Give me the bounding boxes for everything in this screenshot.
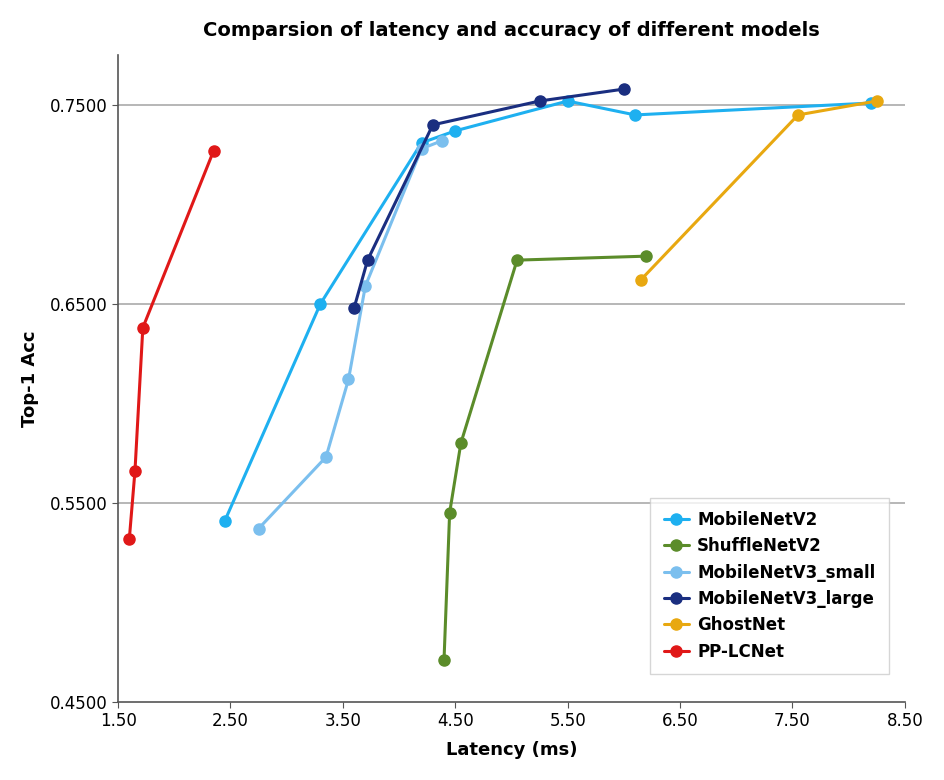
- Line: PP-LCNet: PP-LCNet: [124, 145, 219, 544]
- MobileNetV3_small: [320, 452, 331, 462]
- GhostNet: [871, 97, 883, 106]
- MobileNetV3_small: [416, 144, 428, 154]
- MobileNetV2: [219, 516, 230, 526]
- ShuffleNetV2: [438, 655, 449, 665]
- MobileNetV3_small: [253, 524, 264, 534]
- PP-LCNet: [208, 146, 219, 155]
- ShuffleNetV2: [455, 438, 466, 448]
- MobileNetV2: [416, 138, 428, 147]
- ShuffleNetV2: [512, 255, 523, 264]
- Legend: MobileNetV2, ShuffleNetV2, MobileNetV3_small, MobileNetV3_large, GhostNet, PP-LC: MobileNetV2, ShuffleNetV2, MobileNetV3_s…: [650, 498, 888, 674]
- MobileNetV3_small: [436, 136, 447, 146]
- PP-LCNet: [124, 534, 135, 543]
- MobileNetV3_large: [618, 84, 630, 94]
- MobileNetV2: [314, 300, 326, 309]
- MobileNetV2: [866, 98, 877, 108]
- ShuffleNetV2: [641, 251, 652, 261]
- PP-LCNet: [137, 323, 148, 332]
- Line: MobileNetV2: MobileNetV2: [219, 95, 877, 526]
- Line: MobileNetV3_small: MobileNetV3_small: [253, 135, 447, 534]
- MobileNetV3_large: [427, 120, 438, 129]
- MobileNetV2: [630, 110, 641, 119]
- MobileNetV3_large: [348, 303, 360, 313]
- Y-axis label: Top-1 Acc: Top-1 Acc: [21, 330, 39, 427]
- MobileNetV3_small: [343, 374, 354, 384]
- Line: GhostNet: GhostNet: [635, 95, 883, 285]
- MobileNetV2: [449, 126, 461, 136]
- MobileNetV3_small: [360, 282, 371, 291]
- MobileNetV3_large: [362, 255, 373, 264]
- ShuffleNetV2: [444, 508, 455, 517]
- Line: ShuffleNetV2: ShuffleNetV2: [438, 250, 652, 665]
- MobileNetV3_large: [534, 97, 546, 106]
- PP-LCNet: [129, 466, 141, 476]
- GhostNet: [792, 110, 803, 119]
- Line: MobileNetV3_large: MobileNetV3_large: [348, 83, 630, 314]
- GhostNet: [635, 275, 647, 285]
- Title: Comparsion of latency and accuracy of different models: Comparsion of latency and accuracy of di…: [203, 21, 819, 40]
- X-axis label: Latency (ms): Latency (ms): [446, 741, 577, 759]
- MobileNetV2: [562, 97, 573, 106]
